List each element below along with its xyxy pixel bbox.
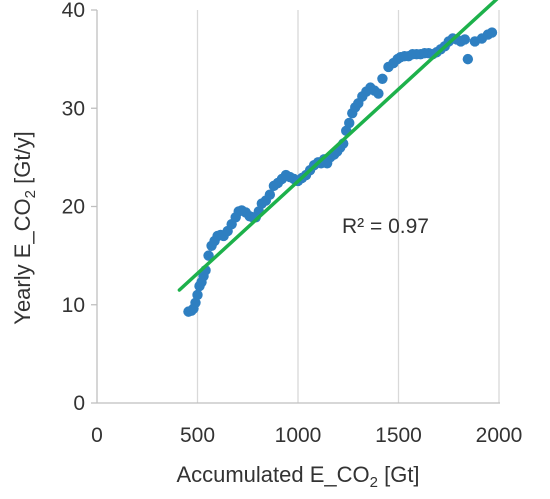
x-tick-label: 1500 [375, 424, 422, 447]
x-tick-label: 0 [91, 424, 103, 447]
data-point [203, 250, 214, 261]
data-point [264, 189, 276, 200]
data-point [486, 27, 498, 38]
y-tick-label: 10 [62, 294, 85, 317]
trendline [177, 0, 499, 292]
data-point [459, 34, 471, 45]
y-tick-label: 20 [62, 196, 85, 219]
y-tick-label: 30 [62, 97, 85, 120]
data-points [183, 27, 498, 317]
data-point [190, 297, 201, 308]
data-point [377, 73, 388, 84]
x-tick-label: 1000 [275, 424, 322, 447]
data-point [344, 117, 355, 129]
axes [91, 9, 500, 404]
x-tick-label: 500 [180, 424, 215, 447]
y-axis-title: Yearly E_CO2 [Gt/y] [10, 131, 39, 324]
data-point [462, 53, 474, 65]
x-tick-labels: 0 500 1000 1500 2000 [91, 424, 522, 447]
data-point [373, 88, 384, 99]
y-tick-label: 40 [62, 0, 85, 22]
data-point [192, 289, 203, 301]
x-tick-label: 2000 [476, 424, 523, 447]
y-tick-label: 0 [73, 392, 85, 415]
y-tick-labels: 0 10 20 30 40 [62, 0, 85, 415]
r-squared-annotation: R² = 0.97 [342, 215, 429, 238]
grid-lines [196, 10, 500, 403]
x-axis-title: Accumulated E_CO2 [Gt] [176, 462, 419, 491]
